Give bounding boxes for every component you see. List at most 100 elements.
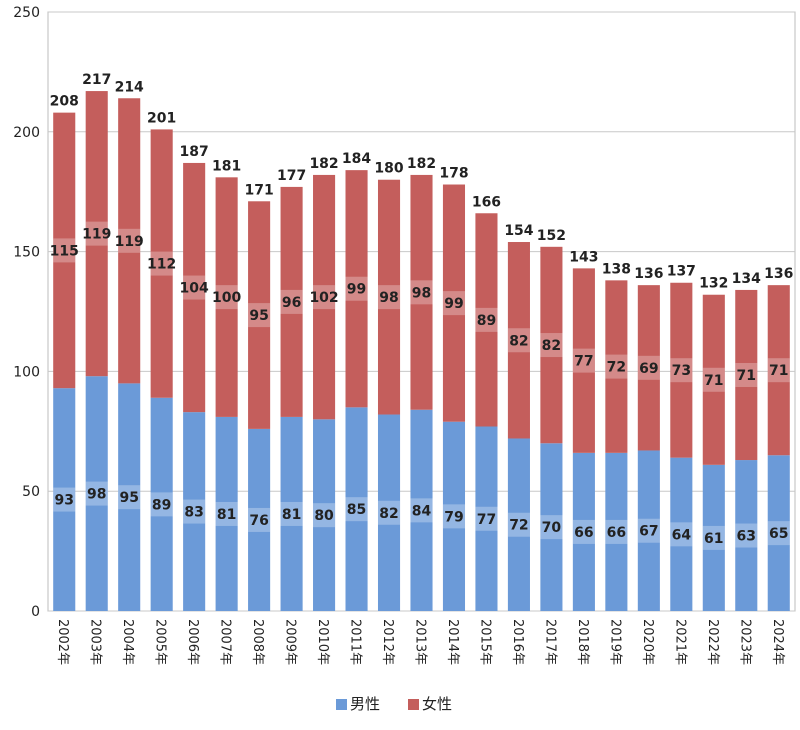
bar-female-2006年: [183, 162, 206, 413]
bar-male-2019年: [605, 452, 628, 611]
x-tick-label: 2004年: [120, 619, 135, 665]
label-total-2004年: 214: [115, 79, 144, 95]
label-male-2010年: 80: [314, 508, 334, 524]
x-tick-label: 2019年: [607, 619, 622, 665]
x-tick-label: 2012年: [380, 619, 395, 665]
label-total-2007年: 181: [212, 158, 241, 174]
bar-male-2017年: [540, 443, 563, 611]
bar-male-band: [313, 503, 336, 528]
label-female-2011年: 99: [347, 282, 366, 298]
bar-male-band: [150, 492, 173, 517]
x-tick-label: 2007年: [218, 619, 233, 665]
label-female-2015年: 89: [477, 313, 496, 329]
y-tick-label: 100: [13, 364, 40, 380]
label-female-2014年: 99: [444, 296, 463, 312]
label-total-2014年: 178: [439, 166, 468, 182]
label-total-2008年: 171: [244, 182, 273, 198]
label-total-2024年: 136: [764, 266, 793, 282]
bar-female-2017年: [540, 246, 563, 444]
bar-female-band: [767, 358, 790, 383]
bar-female-band: [85, 221, 108, 246]
label-male-2019年: 66: [607, 525, 626, 541]
legend: 男性 女性: [336, 695, 452, 713]
bar-male-2008年: [248, 428, 271, 611]
label-male-2023年: 63: [737, 529, 756, 545]
y-axis: 0 50 100 150 200 250: [13, 5, 40, 620]
bar-female-2010年: [313, 174, 336, 420]
label-total-2023年: 134: [732, 271, 761, 287]
bar-male-2005年: [150, 397, 173, 611]
bar-female-band: [410, 280, 433, 305]
bar-male-band: [215, 501, 238, 526]
label-female-2007年: 100: [212, 290, 241, 306]
bar-female-band: [377, 285, 401, 310]
bar-male-2020年: [637, 450, 660, 611]
bar-male-band: [345, 497, 368, 522]
bar-female-band: [605, 354, 628, 379]
x-tick-label: 2010年: [315, 619, 330, 665]
legend-label-1: 女性: [422, 695, 452, 713]
label-female-2009年: 96: [282, 295, 301, 311]
bar-male-band: [702, 525, 725, 550]
x-tick-label: 2013年: [413, 619, 428, 665]
x-tick-label: 2020年: [640, 619, 655, 665]
label-female-2013年: 98: [412, 285, 431, 301]
x-tick-label: 2017年: [542, 619, 557, 665]
label-total-2015年: 166: [472, 194, 501, 210]
bar-female-2012年: [377, 179, 401, 415]
bar-female-band: [540, 333, 563, 358]
bar-female-band: [345, 276, 368, 301]
bar-male-band: [377, 500, 401, 525]
bar-male-2022年: [702, 464, 725, 611]
label-total-2002年: 208: [50, 94, 79, 110]
x-tick-label: 2016年: [510, 619, 525, 665]
bar-male-band: [670, 522, 693, 547]
bar-female-2003年: [85, 91, 108, 377]
label-total-2013年: 182: [407, 156, 436, 172]
label-female-2022年: 71: [704, 373, 723, 389]
bar-male-2004年: [118, 383, 141, 611]
bar-female-band: [475, 307, 498, 332]
bar-male-band: [735, 523, 758, 548]
bar-male-2010年: [313, 419, 336, 611]
bar-female-band: [215, 285, 238, 310]
bar-male-band: [605, 519, 628, 544]
label-male-2022年: 61: [704, 531, 723, 547]
x-tick-label: 2002年: [55, 619, 70, 665]
x-tick-label: 2022年: [705, 619, 720, 665]
bar-female-band: [313, 285, 336, 310]
x-tick-label: 2008年: [250, 619, 265, 665]
label-female-2002年: 115: [50, 243, 79, 259]
label-total-2009年: 177: [277, 168, 306, 184]
bar-male-band: [442, 504, 466, 529]
bar-male-band: [410, 498, 433, 523]
bar-female-2020年: [637, 285, 660, 451]
label-male-2021年: 64: [672, 527, 692, 543]
bar-female-2022年: [702, 294, 725, 465]
x-tick-label: 2003年: [88, 619, 103, 665]
bar-male-2003年: [85, 376, 108, 611]
bar-male-2018年: [572, 452, 595, 611]
x-tick-label: 2005年: [153, 619, 168, 665]
label-male-2008年: 76: [249, 513, 268, 529]
bar-male-2014年: [442, 421, 466, 611]
x-tick-label: 2014年: [445, 619, 460, 665]
x-tick-label: 2021年: [672, 619, 687, 665]
bar-female-band: [183, 275, 206, 300]
bar-female-band: [670, 358, 693, 383]
bar-male-band: [507, 512, 530, 537]
label-female-2010年: 102: [309, 290, 338, 306]
bar-female-band: [442, 291, 466, 316]
y-tick-label: 0: [31, 604, 40, 620]
label-total-2003年: 217: [82, 72, 111, 88]
label-total-2005年: 201: [147, 110, 176, 126]
bar-male-band: [53, 487, 76, 512]
label-female-2004年: 119: [115, 234, 144, 250]
label-female-2005年: 112: [147, 257, 176, 273]
bar-male-2006年: [183, 412, 206, 611]
legend-swatch-0: [336, 699, 347, 710]
bar-male-band: [637, 518, 660, 543]
data-labels: 93 115 208 98 119 217 95 119 214 89 112 201 83 104 187…: [50, 72, 794, 547]
